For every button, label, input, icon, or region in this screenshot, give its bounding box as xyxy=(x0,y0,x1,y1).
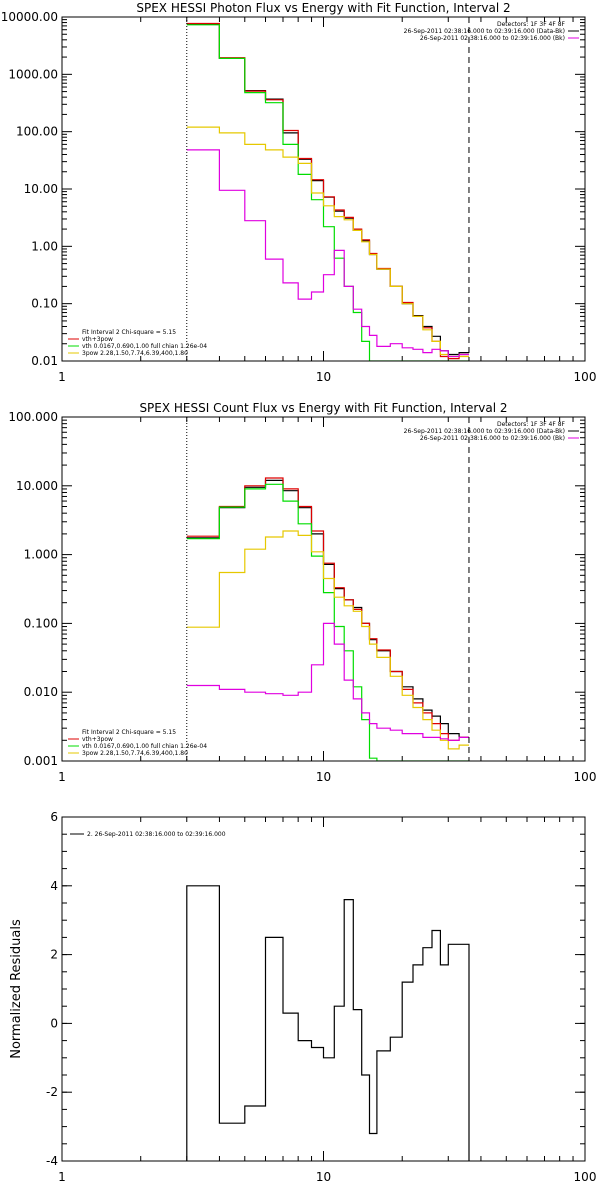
chart-title: SPEX HESSI Count Flux vs Energy with Fit… xyxy=(139,401,507,415)
y-tick-label: 1.000 xyxy=(24,548,58,562)
series-line-1 xyxy=(186,477,469,741)
series-line-2 xyxy=(186,483,469,761)
x-tick-label: 10 xyxy=(316,1170,331,1184)
x-tick-label: 100 xyxy=(574,370,597,384)
series-line-4 xyxy=(186,622,469,741)
plot-area xyxy=(186,22,469,361)
y-tick-label: 0.010 xyxy=(24,685,58,699)
plot-frame xyxy=(61,416,586,762)
legend-bottom-left-text: 3pow 2.28,1.50,7.74,6.39,400,1.80 xyxy=(82,350,188,357)
y-tick-label: 0.10 xyxy=(31,297,58,311)
y-tick-label: 0.01 xyxy=(31,354,58,368)
x-tick-label: 1 xyxy=(58,370,66,384)
y-tick-label: 4 xyxy=(50,879,58,893)
y-tick-label: 6 xyxy=(50,810,58,824)
panel-photon-flux: SPEX HESSI Photon Flux vs Energy with Fi… xyxy=(1,1,597,384)
legend-top-left-text: 2. 26-Sep-2011 02:38:16.000 to 02:39:16.… xyxy=(87,831,226,838)
legend-top-right-text: 26-Sep-2011 02:38:16.000 to 02:39:16.000… xyxy=(404,28,565,35)
x-tick-label: 10 xyxy=(316,370,331,384)
series-line-2 xyxy=(186,24,469,361)
plot-area xyxy=(186,885,470,1161)
y-tick-label: 10.000 xyxy=(16,479,58,493)
series-line-4 xyxy=(186,149,469,358)
y-tick-label: -4 xyxy=(46,1154,58,1168)
plot-area xyxy=(186,477,469,761)
legend-bottom-left-text: 3pow 2.28,1.50,7.74,6.39,400,1.80 xyxy=(82,750,188,757)
legend-top-right-text: 26-Sep-2011 02:38:16.000 to 02:39:16.000… xyxy=(420,435,565,442)
x-tick-label: 100 xyxy=(574,770,597,784)
legend-top-right-text: 26-Sep-2011 02:38:16.000 to 02:39:16.000… xyxy=(404,428,565,435)
panel-normalized-residuals: Normalized Residuals 1 10 100 -4 -2 0 2 4 6 2. 26-… xyxy=(9,810,596,1184)
series-line-0 xyxy=(186,885,470,1161)
series-line-1 xyxy=(186,22,469,360)
y-axis-label: Normalized Residuals xyxy=(9,919,24,1059)
series-line-3 xyxy=(186,530,469,750)
x-tick-label: 1 xyxy=(58,770,66,784)
series-line-0 xyxy=(186,23,469,356)
y-tick-label: 100.00 xyxy=(16,125,58,139)
series-line-3 xyxy=(186,126,469,358)
y-tick-label: 1.00 xyxy=(31,239,58,253)
y-tick-label: 10000.00 xyxy=(1,10,58,24)
legend-bottom-left-text: vth+3pow xyxy=(82,736,113,743)
legend-bottom-left-text: Fit Interval 2 Chi-square = 5.15 xyxy=(82,329,176,336)
plot-frame xyxy=(61,816,586,1162)
chart-title: SPEX HESSI Photon Flux vs Energy with Fi… xyxy=(136,1,510,15)
y-tick-label: 0 xyxy=(50,1016,58,1030)
legend-bottom-left-text: vth 0.0167,0.690,1.00 full chian 1.26e-0… xyxy=(82,343,207,350)
y-tick-label: 0.001 xyxy=(24,754,58,768)
series-line-0 xyxy=(186,479,469,738)
legend-top-right-text: Detectors: 1F 3F 4F 8F xyxy=(497,21,566,28)
legend-bottom-left-text: vth+3pow xyxy=(82,336,113,343)
panel-count-flux: SPEX HESSI Count Flux vs Energy with Fit… xyxy=(8,401,596,784)
y-tick-label: 2 xyxy=(50,948,58,962)
y-tick-label: 100.000 xyxy=(8,410,58,424)
y-tick-label: 10.00 xyxy=(24,182,58,196)
x-tick-label: 100 xyxy=(574,1170,597,1184)
x-tick-label: 1 xyxy=(58,1170,66,1184)
x-tick-label: 10 xyxy=(316,770,331,784)
legend-bottom-left-text: vth 0.0167,0.690,1.00 full chian 1.26e-0… xyxy=(82,743,207,750)
y-tick-label: -2 xyxy=(46,1085,58,1099)
plot-frame xyxy=(61,16,586,362)
legend-top-right-text: 26-Sep-2011 02:38:16.000 to 02:39:16.000… xyxy=(420,35,565,42)
legend-top-right-text: Detectors: 1F 3F 4F 8F xyxy=(497,421,566,428)
y-tick-label: 0.100 xyxy=(24,616,58,630)
y-tick-label: 1000.00 xyxy=(8,67,58,81)
legend-bottom-left-text: Fit Interval 2 Chi-square = 5.15 xyxy=(82,729,176,736)
